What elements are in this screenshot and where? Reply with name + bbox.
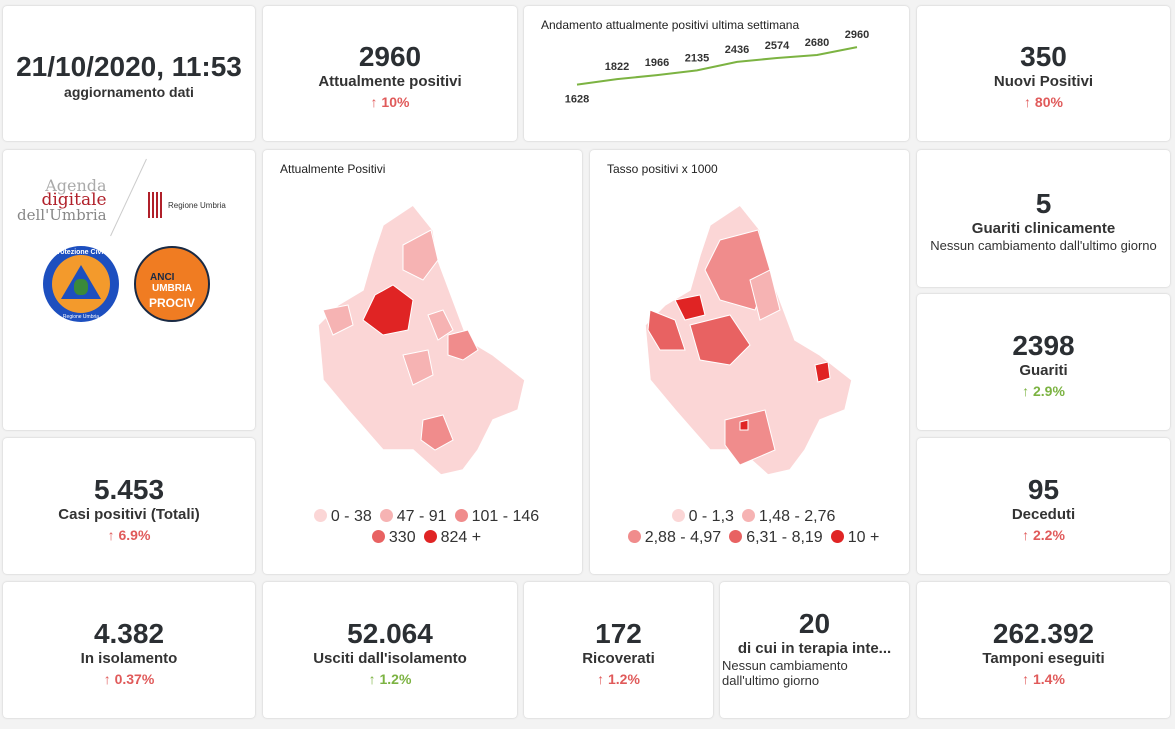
usciti-card: 52.064 Usciti dall'isolamento ↑ 1.2% xyxy=(263,582,517,718)
data-label: 1822 xyxy=(605,61,629,73)
kpi-label: Nuovi Positivi xyxy=(993,73,1094,90)
legend-swatch xyxy=(379,509,393,522)
kpi-label: Tamponi eseguiti xyxy=(982,649,1105,667)
map-legend: 0 - 1,3 1,48 - 2,76 2,88 - 4,97 6,31 - 8,1… xyxy=(590,506,909,548)
regione-umbria-logo: Regione Umbria xyxy=(148,192,226,218)
kpi-change: ↑ 2.9% xyxy=(1022,382,1065,399)
isolamento-card: 4.382 In isolamento ↑ 0.37% xyxy=(3,582,255,718)
legend-swatch xyxy=(371,530,385,543)
trend-line-chart: 1628 1822 1966 2135 2436 2574 2680 2960 xyxy=(565,29,869,106)
map-legend: 0 - 38 47 - 91 101 - 146 330 824 + xyxy=(263,506,582,548)
data-label: 2135 xyxy=(685,52,709,64)
kpi-label: Guariti clinicamente xyxy=(971,220,1116,237)
kpi-note: Nessun cambiamento dall'ultimo giorno xyxy=(930,238,1157,253)
kpi-value: 2960 xyxy=(358,41,422,72)
kpi-change: ↑ 1.4% xyxy=(1022,670,1065,687)
kpi-label: Guariti xyxy=(1019,361,1068,379)
legend-swatch xyxy=(830,530,844,543)
legend-swatch xyxy=(627,530,641,543)
data-label: 2680 xyxy=(805,37,829,49)
legend-swatch xyxy=(454,509,468,522)
ricoverati-card: 172 Ricoverati ↑ 1.2% xyxy=(524,582,713,718)
legend-swatch xyxy=(313,509,327,522)
kpi-label: Attualmente positivi xyxy=(318,73,462,90)
kpi-note: Nessun cambiamento dall'ultimo giorno xyxy=(722,658,848,688)
kpi-label: In isolamento xyxy=(80,649,178,667)
update-datetime: 21/10/2020, 11:53 xyxy=(16,50,242,82)
map-attualmente-positivi-card: Attualmente Positivi 0 - 38 47 - 91 101 - … xyxy=(263,150,582,574)
anci-umbria-prociv-logo: ANCI UMBRIA PROCIV xyxy=(134,246,210,322)
tamponi-card: 262.392 Tamponi eseguiti ↑ 1.4% xyxy=(917,582,1170,718)
trend-chart-card: Andamento attualmente positivi ultima se… xyxy=(524,6,909,141)
deceduti-card: 95 Deceduti ↑ 2.2% xyxy=(917,438,1170,574)
data-label: 1966 xyxy=(645,57,669,69)
guariti-card: 2398 Guariti ↑ 2.9% xyxy=(917,294,1170,430)
kpi-label: Usciti dall'isolamento xyxy=(313,649,467,667)
legend-swatch xyxy=(729,530,743,543)
guariti-clinicamente-card: 5 Guariti clinicamente Nessun cambiament… xyxy=(917,150,1170,287)
chart-title: Andamento attualmente positivi ultima se… xyxy=(541,18,800,32)
update-card: 21/10/2020, 11:53 aggiornamento dati xyxy=(3,6,255,141)
kpi-change: ↑ 6.9% xyxy=(107,526,151,543)
data-label: 2436 xyxy=(725,44,749,56)
kpi-label: Casi positivi (Totali) xyxy=(58,505,200,523)
kpi-change: ↑ 2.2% xyxy=(1022,526,1065,543)
logos-card: Agenda digitale dell'Umbria Regione Umbr… xyxy=(3,150,255,430)
choropleth-map-umbria[interactable] xyxy=(590,150,909,574)
trend-line xyxy=(576,46,858,86)
kpi-value: 2398 xyxy=(1012,329,1075,361)
kpi-label: Deceduti xyxy=(1011,505,1076,523)
kpi-change: ↑ 10% xyxy=(370,94,410,110)
data-label: 1628 xyxy=(565,94,589,106)
kpi-value: 20 xyxy=(798,608,831,639)
kpi-change: ↑ 0.37% xyxy=(103,670,155,687)
kpi-change: ↑ 1.2% xyxy=(368,670,412,687)
agenda-digitale-logo: Agenda digitale dell'Umbria xyxy=(17,176,107,224)
kpi-label: Ricoverati xyxy=(582,649,655,667)
data-label: 2960 xyxy=(845,29,869,41)
nuovi-positivi-card: 350 Nuovi Positivi ↑ 80% xyxy=(917,6,1170,141)
terapia-intensiva-card: 20 di cui in terapia inte... Nessun camb… xyxy=(720,582,909,718)
kpi-label: di cui in terapia inte... xyxy=(737,640,892,657)
kpi-value: 52.064 xyxy=(347,617,433,649)
kpi-value: 5.453 xyxy=(93,473,165,505)
legend-swatch xyxy=(741,509,755,522)
update-label: aggiornamento dati xyxy=(64,83,194,100)
legend-swatch xyxy=(671,509,685,522)
kpi-change: ↑ 80% xyxy=(1024,94,1063,110)
kpi-change: ↑ 1.2% xyxy=(597,670,640,687)
choropleth-map-umbria[interactable] xyxy=(263,150,582,574)
kpi-value: 262.392 xyxy=(992,617,1095,649)
kpi-value: 5 xyxy=(1035,188,1052,219)
kpi-value: 350 xyxy=(1020,41,1067,72)
data-label: 2574 xyxy=(765,40,790,52)
kpi-value: 4.382 xyxy=(93,617,165,649)
map-tasso-positivi-card: Tasso positivi x 1000 0 - 1,3 1,48 - 2,76… xyxy=(590,150,909,574)
legend-swatch xyxy=(423,530,437,543)
casi-totali-card: 5.453 Casi positivi (Totali) ↑ 6.9% xyxy=(3,438,255,574)
attualmente-positivi-card: 2960 Attualmente positivi ↑ 10% xyxy=(263,6,517,141)
divider xyxy=(110,158,147,237)
protezione-civile-logo: Protezione Civile Regione Umbria xyxy=(43,246,119,322)
kpi-value: 95 xyxy=(1027,473,1060,505)
map-title: Tasso positivi x 1000 xyxy=(607,162,718,176)
kpi-value: 172 xyxy=(595,617,642,649)
map-title: Attualmente Positivi xyxy=(280,162,386,176)
